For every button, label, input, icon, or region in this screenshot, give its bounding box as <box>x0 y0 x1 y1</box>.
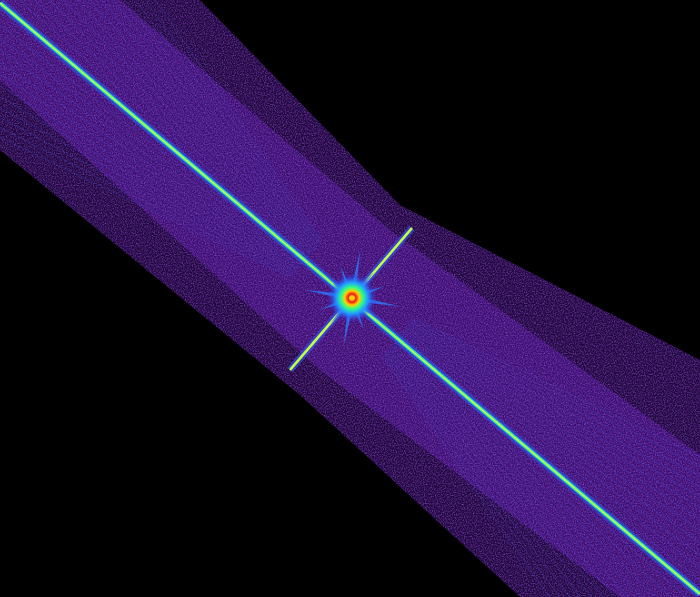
faint-ray <box>384 351 571 597</box>
faint-ray <box>62 0 312 254</box>
faint-ray <box>382 353 560 597</box>
faint-ray <box>144 0 322 243</box>
faint-ray <box>0 85 298 271</box>
faint-ray <box>392 342 643 597</box>
faint-ray <box>76 0 314 252</box>
faint-ray <box>412 318 700 458</box>
faint-ray <box>407 324 700 498</box>
faint-ray <box>386 348 593 597</box>
faint-ray <box>402 330 700 544</box>
faint-ray <box>403 328 700 532</box>
faint-ray <box>406 325 700 509</box>
faint-ray <box>0 117 294 275</box>
faint-ray <box>394 339 671 597</box>
faint-ray <box>390 344 629 597</box>
faint-ray <box>0 50 302 266</box>
faint-ray <box>410 321 700 477</box>
faint-ray <box>401 331 700 556</box>
faint-ray <box>381 354 550 597</box>
faint-ray <box>385 350 581 597</box>
faint-ray <box>18 0 309 258</box>
faint-ray <box>134 0 320 245</box>
faint-ray <box>0 62 301 268</box>
faint-ray <box>0 136 292 278</box>
faint-ray <box>388 347 604 597</box>
faint-ray <box>393 341 657 597</box>
faint-ray <box>399 333 700 569</box>
faint-ray <box>154 0 323 242</box>
faint-ray <box>101 0 316 249</box>
faint-ray <box>0 127 293 277</box>
faint-ray <box>411 319 700 467</box>
faint-ray <box>0 96 297 272</box>
faint-ray <box>48 0 311 255</box>
faint-ray <box>0 37 303 265</box>
faint-ray <box>389 345 616 597</box>
faint-ray <box>123 0 319 246</box>
faint-ray <box>88 0 315 251</box>
center-dot <box>349 295 355 301</box>
faint-ray <box>405 327 700 520</box>
faint-ray <box>34 0 310 257</box>
faint-ray <box>0 106 295 274</box>
faint-ray <box>0 73 299 269</box>
faint-ray <box>409 322 700 487</box>
faint-ray <box>112 0 318 248</box>
